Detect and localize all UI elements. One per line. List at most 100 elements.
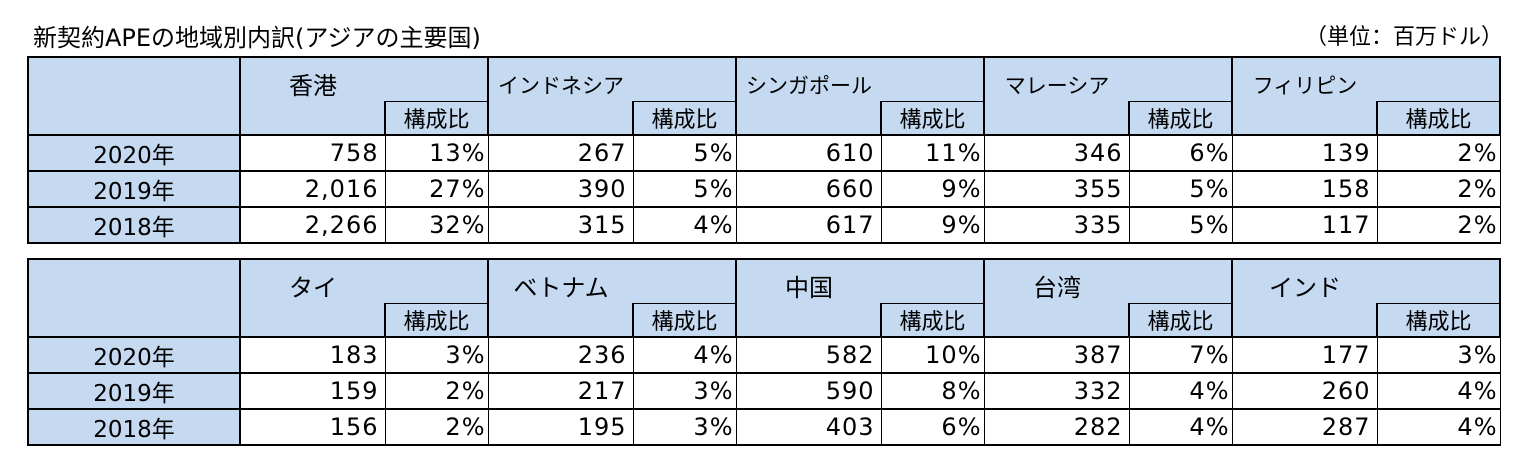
country-header: シンガポール [735, 56, 881, 101]
value-cell: 610 [735, 133, 882, 172]
subheader-space [239, 303, 385, 338]
header-gap [1377, 56, 1501, 101]
share-cell: 4% [632, 335, 737, 374]
share-cell: 4% [632, 205, 737, 244]
subheader-space [983, 303, 1129, 338]
subheader-row: 構成比 構成比 構成比 構成比 構成比 [28, 302, 1501, 338]
value-cell: 590 [735, 371, 882, 410]
table-row: 2018年 2,266 32% 315 4% 617 9% 335 5% 117 2% [27, 205, 1501, 244]
share-cell: 5% [1128, 205, 1233, 244]
share-header: 構成比 [880, 100, 985, 136]
share-cell: 8% [880, 371, 985, 410]
table-row: 2019年 2,016 27% 390 5% 660 9% 355 5% 158 2% [27, 169, 1501, 208]
value-cell: 260 [1231, 371, 1378, 410]
year-cell: 2019年 [27, 169, 241, 208]
header-gap [881, 258, 985, 303]
subheader-space [239, 101, 385, 136]
share-cell: 5% [632, 169, 737, 208]
share-cell: 6% [1128, 133, 1233, 172]
subheader-space [1231, 101, 1377, 136]
value-cell: 183 [239, 335, 386, 374]
value-cell: 159 [239, 371, 386, 410]
page-title: 新契約APEの地域別内訳(アジアの主要国) [33, 24, 481, 52]
table-row: 2020年 183 3% 236 4% 582 10% 387 7% 177 3% [27, 335, 1501, 374]
share-cell: 3% [384, 335, 489, 374]
share-header: 構成比 [1128, 100, 1233, 136]
value-cell: 390 [487, 169, 634, 208]
value-cell: 282 [983, 407, 1130, 446]
value-cell: 335 [983, 205, 1130, 244]
subheader-space [735, 101, 881, 136]
header-gap [633, 56, 737, 101]
share-cell: 27% [384, 169, 489, 208]
header-row: タイ ベトナム 中国 台湾 インド [27, 258, 1501, 338]
value-cell: 315 [487, 205, 634, 244]
header-gap [1377, 258, 1501, 303]
value-cell: 287 [1231, 407, 1378, 446]
share-cell: 10% [880, 335, 985, 374]
share-header: 構成比 [632, 100, 737, 136]
year-cell: 2019年 [27, 371, 241, 410]
share-cell: 5% [632, 133, 737, 172]
share-cell: 11% [880, 133, 985, 172]
year-cell: 2018年 [27, 407, 241, 446]
share-header: 構成比 [1376, 302, 1501, 338]
value-cell: 403 [735, 407, 882, 446]
value-cell: 387 [983, 335, 1130, 374]
unit-label: （単位：百万ドル） [1304, 25, 1503, 50]
subheader-space [983, 101, 1129, 136]
header-gap [385, 56, 489, 101]
header-gap [1129, 56, 1233, 101]
subheader-row: 構成比 構成比 構成比 構成比 構成比 [28, 100, 1501, 136]
corner-cell [27, 258, 241, 338]
share-cell: 4% [1376, 371, 1501, 410]
share-header: 構成比 [632, 302, 737, 338]
year-cell: 2020年 [27, 133, 241, 172]
table-row: 2018年 156 2% 195 3% 403 6% 282 4% 287 4% [27, 407, 1501, 446]
value-cell: 758 [239, 133, 386, 172]
value-cell: 177 [1231, 335, 1378, 374]
share-cell: 13% [384, 133, 489, 172]
share-cell: 3% [632, 371, 737, 410]
subheader-space [487, 303, 633, 338]
value-cell: 582 [735, 335, 882, 374]
share-header: 構成比 [1376, 100, 1501, 136]
header-row: 香港 インドネシア シンガポール マレーシア フィリピン [27, 56, 1501, 136]
share-cell: 4% [1128, 407, 1233, 446]
year-cell: 2018年 [27, 205, 241, 244]
asia-table-1: 香港 インドネシア シンガポール マレーシア フィリピン 構成比 構成比 構成比 構成比 構成比 2… [27, 56, 1501, 244]
value-cell: 332 [983, 371, 1130, 410]
share-cell: 2% [384, 407, 489, 446]
country-header: インドネシア [487, 56, 633, 101]
header-gap [881, 56, 985, 101]
share-cell: 9% [880, 205, 985, 244]
share-cell: 2% [1376, 169, 1501, 208]
value-cell: 195 [487, 407, 634, 446]
share-cell: 3% [632, 407, 737, 446]
corner-cell [27, 56, 241, 136]
value-cell: 355 [983, 169, 1130, 208]
share-cell: 6% [880, 407, 985, 446]
subheader-space [735, 303, 881, 338]
value-cell: 2,266 [239, 205, 386, 244]
value-cell: 617 [735, 205, 882, 244]
country-header: ベトナム [487, 258, 633, 303]
header-gap [385, 258, 489, 303]
header-gap [1129, 258, 1233, 303]
subheader-space [487, 101, 633, 136]
table-row: 2020年 758 13% 267 5% 610 11% 346 6% 139 2% [27, 133, 1501, 172]
value-cell: 117 [1231, 205, 1378, 244]
share-cell: 9% [880, 169, 985, 208]
value-cell: 236 [487, 335, 634, 374]
value-cell: 660 [735, 169, 882, 208]
value-cell: 158 [1231, 169, 1378, 208]
value-cell: 156 [239, 407, 386, 446]
share-cell: 5% [1128, 169, 1233, 208]
share-cell: 4% [1128, 371, 1233, 410]
share-cell: 2% [1376, 205, 1501, 244]
country-header: 中国 [735, 258, 881, 303]
value-cell: 217 [487, 371, 634, 410]
subheader-space [1231, 303, 1377, 338]
country-header: マレーシア [983, 56, 1129, 101]
share-cell: 2% [1376, 133, 1501, 172]
